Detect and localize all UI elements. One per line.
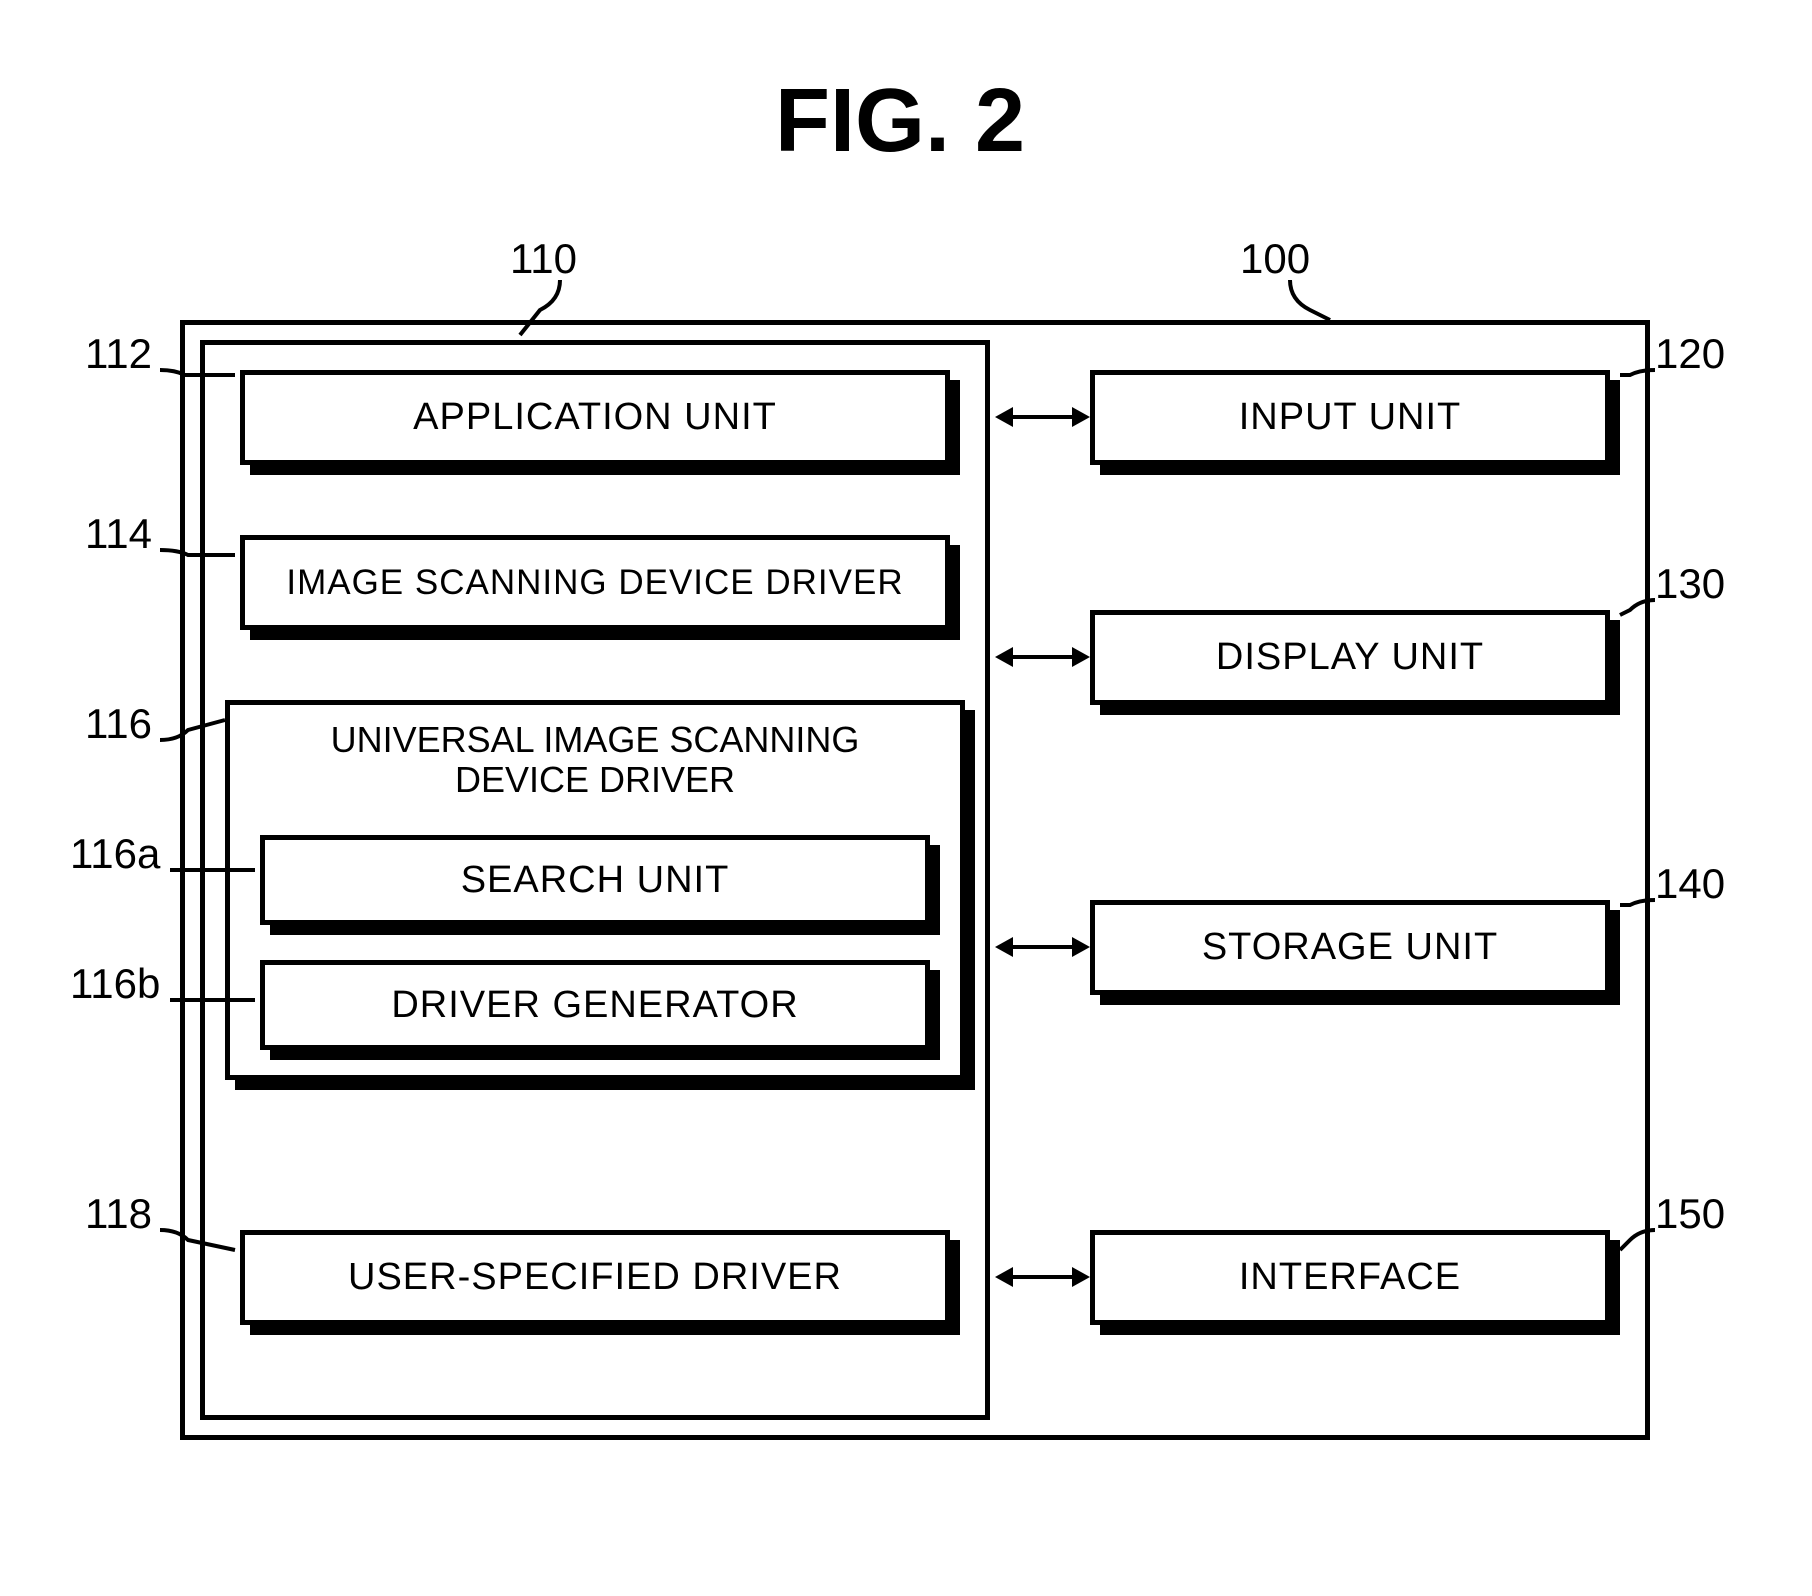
diagram-canvas: FIG. 2 APPLICATION UNIT IMAGE SCANNING D… <box>0 0 1812 1596</box>
leader-line <box>0 0 1812 1596</box>
